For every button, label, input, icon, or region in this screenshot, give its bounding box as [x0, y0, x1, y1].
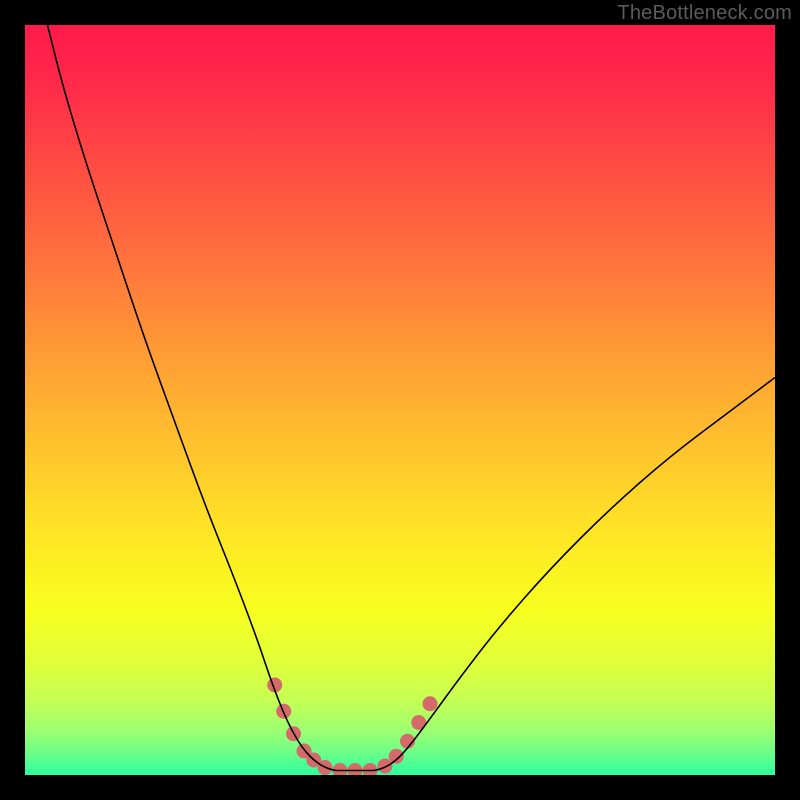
watermark-text: TheBottleneck.com: [617, 2, 792, 25]
highlight-dot: [348, 763, 363, 775]
highlight-dot: [333, 763, 348, 775]
curve-line: [48, 25, 776, 771]
highlight-dot: [363, 763, 378, 775]
highlight-dot: [389, 749, 404, 764]
highlight-dot: [423, 696, 438, 711]
highlight-dots-group: [267, 678, 437, 776]
plot-area: [25, 25, 775, 775]
bottleneck-curve: [25, 25, 775, 775]
